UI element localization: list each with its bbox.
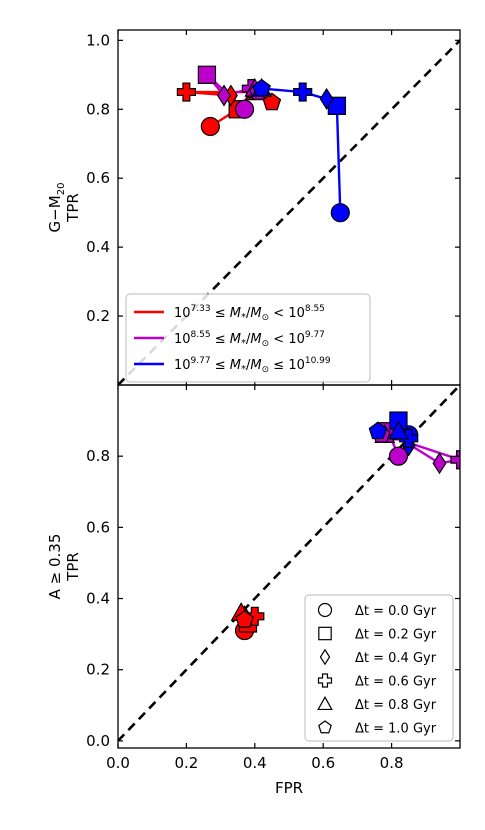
x-tick-label: 0.2	[174, 754, 198, 772]
top-panel: 0.2 0.4 0.6 0.8 1.0 G−M20TPR 107.33 ≤ M*/M⊙ < …	[46, 29, 461, 386]
point-2-diamond	[319, 87, 334, 110]
legend-marker-triangle	[317, 695, 333, 711]
point-0-pentagon	[235, 610, 254, 628]
y-tick-label: 0.2	[86, 661, 110, 679]
plot-area	[118, 385, 460, 742]
legend-marker-square	[318, 626, 332, 641]
legend-box	[125, 293, 371, 383]
legend-label-diamond: Δt = 0.4 Gyr	[355, 651, 437, 666]
y-axis-label: G−M20TPR	[46, 183, 82, 233]
legend-marker-pentagon	[318, 720, 332, 734]
legend-label-2: 109.77 ≤ M*/M⊙ ≤ 1010.99	[174, 356, 331, 375]
y-tick-label: 0.4	[86, 590, 110, 608]
point-1-diamond	[217, 84, 232, 107]
point-1-circle	[234, 99, 255, 119]
x-tick-label: 0.4	[243, 754, 267, 772]
legend-label-circle: Δt = 0.0 Gyr	[355, 604, 437, 619]
x-tick-label: 0.0	[106, 754, 130, 772]
point-1-plus	[450, 450, 460, 470]
axis-labels: FPR	[275, 779, 303, 797]
y-tick-label: 0.0	[86, 732, 110, 750]
x-tick-label: 0.8	[380, 754, 404, 772]
y-tick-label: 0.6	[86, 518, 110, 536]
point-1-circle	[388, 446, 409, 466]
point-0-pentagon	[262, 92, 282, 111]
x-axis-label: FPR	[275, 779, 303, 797]
legend-box	[304, 594, 454, 742]
point-1-square	[197, 65, 217, 84]
point-0-plus	[176, 82, 196, 102]
y-axis-label: A ≥ 0.35TPR	[46, 534, 82, 600]
y-tick-label: 0.6	[86, 169, 110, 187]
point-2-pentagon	[252, 78, 271, 97]
legend-marker-diamond	[319, 648, 331, 666]
axes-frame	[117, 384, 461, 749]
point-2-pentagon	[368, 421, 388, 440]
y-tick-label: 0.2	[86, 307, 110, 325]
legend-label-pentagon: Δt = 1.0 Gyr	[355, 722, 437, 737]
legend-label-0: 107.33 ≤ M*/M⊙ < 108.55	[174, 304, 325, 323]
legend-label-1: 108.55 ≤ M*/M⊙ < 109.77	[174, 330, 325, 349]
legend-marker-circle	[317, 602, 333, 618]
legend-label-square: Δt = 0.2 Gyr	[355, 628, 437, 643]
y-tick-label: 1.0	[86, 31, 110, 49]
y-tick-label: 0.4	[86, 238, 110, 256]
y-tick-label: 0.8	[86, 447, 110, 465]
point-1-diamond	[432, 452, 447, 475]
y-tick-label: 0.8	[86, 100, 110, 118]
point-0-circle	[200, 116, 220, 137]
x-tick-label: 0.6	[311, 754, 335, 772]
point-2-circle	[330, 203, 350, 223]
legend-marker-plus	[317, 673, 333, 688]
legend-label-triangle: Δt = 0.8 Gyr	[355, 698, 437, 713]
bottom-panel: 0.0 0.2 0.4 0.6 0.8 0.0 0.2 0.4 0.6 0.8 A ≥ 0.35TP…	[46, 384, 461, 772]
point-2-triangle	[387, 420, 409, 440]
legend-label-plus: Δt = 0.6 Gyr	[355, 675, 437, 690]
plot-area	[118, 39, 460, 385]
point-2-plus	[293, 82, 313, 102]
